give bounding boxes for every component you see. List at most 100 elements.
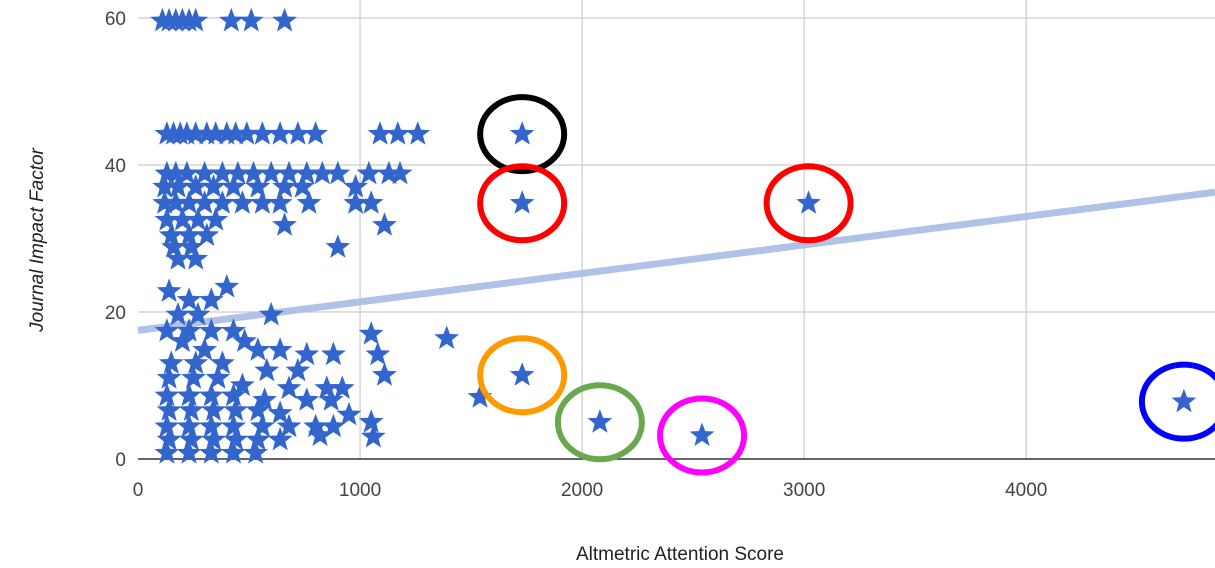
data-point-star [163, 160, 189, 185]
data-point-star [376, 160, 402, 185]
data-point-star [358, 190, 384, 214]
data-point-star [294, 341, 320, 366]
x-tick-label: 3000 [783, 480, 825, 501]
data-point-star [176, 190, 202, 214]
data-point-star [336, 401, 362, 426]
data-point-star [176, 440, 202, 464]
data-point-star [267, 400, 293, 424]
data-point-star [258, 301, 284, 326]
data-point-star [294, 387, 320, 411]
data-point-star [158, 222, 184, 247]
data-point-star [232, 328, 257, 352]
data-point-star [203, 121, 229, 145]
data-point-star [178, 426, 204, 451]
annotation-circle [1138, 361, 1215, 442]
data-point-star [201, 426, 226, 451]
data-points [150, 7, 1197, 464]
data-point-star [290, 174, 315, 198]
data-point-star [285, 121, 311, 145]
data-point-star [154, 160, 180, 185]
data-point-star [296, 190, 322, 214]
data-point-star [198, 287, 224, 311]
data-point-star [796, 190, 821, 214]
y-axis-title: Journal Impact Factor [27, 147, 48, 332]
data-point-star [372, 212, 397, 236]
y-tick-label: 60 [105, 9, 126, 30]
y-tick-label: 0 [115, 450, 126, 471]
data-point-star [267, 121, 293, 145]
data-point-star [267, 337, 293, 361]
data-point-star [250, 190, 275, 214]
data-point-star [250, 413, 275, 438]
data-point-star [201, 174, 226, 198]
data-point-star [309, 160, 335, 185]
annotation-circle [657, 395, 748, 476]
data-point-star [329, 375, 355, 399]
data-point-star [178, 397, 204, 421]
data-point-star [241, 160, 266, 185]
data-point-star [165, 301, 191, 326]
data-point-star [183, 174, 209, 198]
data-point-star [178, 234, 204, 258]
data-point-star [325, 160, 351, 185]
x-tick-label: 1000 [339, 480, 381, 501]
data-point-star [205, 365, 231, 389]
data-point-star [230, 190, 255, 214]
data-point-star [509, 121, 535, 145]
data-point-star [245, 174, 271, 198]
data-point-star [221, 413, 246, 438]
trendline-layer [137, 188, 1215, 334]
data-point-star [158, 350, 184, 374]
data-point-star [214, 274, 240, 298]
data-point-star [223, 121, 249, 145]
tick-labels: 0 20 40 60 0 1000 2000 3000 4000 [105, 9, 1048, 501]
data-point-star [176, 382, 202, 407]
data-point-star [467, 384, 493, 408]
x-tick-label: 2000 [561, 480, 603, 501]
data-point-star [307, 422, 333, 446]
data-point-star [252, 387, 277, 411]
data-point-star [156, 397, 182, 421]
data-point-star [154, 207, 180, 231]
data-point-star [194, 222, 220, 247]
data-point-star [387, 160, 413, 185]
data-point-star [170, 328, 195, 352]
data-point-star [245, 397, 271, 421]
trendline [137, 188, 1215, 334]
data-point-star [303, 121, 328, 145]
data-point-star [272, 174, 297, 198]
annotation-circle [554, 382, 645, 463]
data-point-star [165, 174, 191, 198]
data-point-star [276, 160, 302, 185]
data-point-star [154, 318, 180, 342]
data-point-star [183, 350, 209, 374]
data-point-star [272, 7, 297, 32]
gridlines [138, 0, 1215, 460]
data-point-star [192, 190, 217, 214]
data-point-star [156, 365, 182, 389]
data-point-star [321, 341, 346, 366]
data-point-star [434, 325, 459, 349]
data-point-star [154, 440, 180, 464]
data-point-star [254, 357, 280, 382]
data-point-star [221, 382, 246, 407]
data-point-star [509, 362, 535, 386]
annotation-circle [477, 163, 568, 244]
y-tick-label: 20 [105, 303, 126, 324]
data-point-star [245, 426, 271, 451]
annotation-circle [477, 335, 568, 416]
data-point-star [152, 190, 177, 214]
data-point-star [165, 246, 191, 270]
data-point-star [587, 409, 613, 433]
data-point-star [1171, 388, 1197, 413]
data-point-star [163, 190, 189, 214]
y-tick-label: 40 [105, 156, 126, 177]
data-point-star [223, 397, 249, 421]
data-point-star [358, 321, 384, 345]
data-point-star [321, 413, 346, 438]
data-point-star [325, 234, 351, 258]
data-point-star [201, 397, 226, 421]
data-point-star [183, 7, 209, 32]
data-point-star [258, 160, 284, 185]
